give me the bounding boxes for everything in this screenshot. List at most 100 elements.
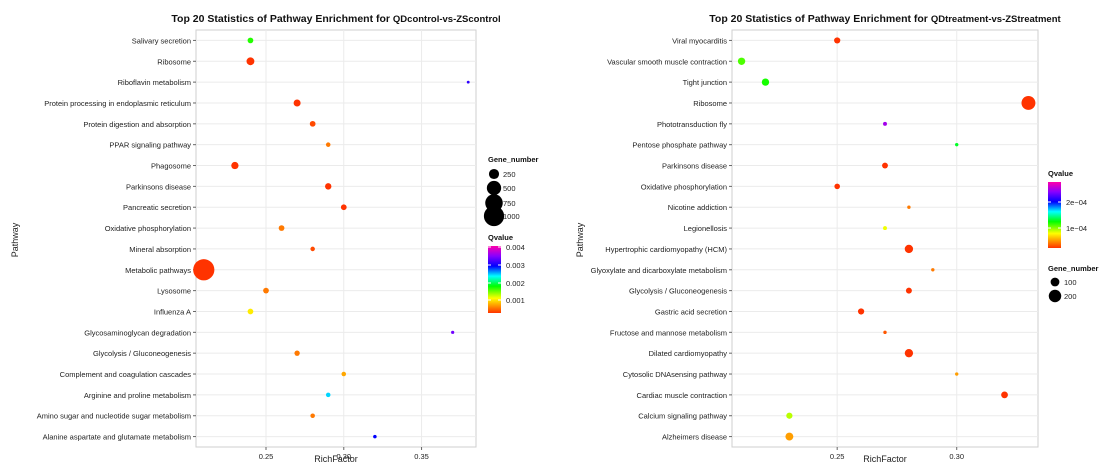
x-axis-label: RichFactor [314,454,358,464]
color-legend-label: 0.003 [506,261,525,270]
data-point [883,330,887,335]
size-legend-dot [1050,277,1060,287]
y-tick-label: PPAR signaling pathway [109,141,191,150]
data-point [294,350,300,356]
color-legend-title: Qvalue [1048,169,1073,178]
color-legend-label: 1e−04 [1066,224,1087,233]
x-tick-label: 0.30 [336,452,351,461]
data-point [883,121,887,126]
y-tick-label: Metabolic pathways [125,266,191,275]
data-point [451,330,455,334]
y-tick-label: Arginine and proline metabolism [84,391,191,400]
data-point [834,183,840,190]
data-point [1001,391,1008,399]
data-point [340,204,347,211]
y-tick-label: Nicotine addiction [668,203,727,212]
data-point [325,183,332,190]
y-tick-label: Gastric acid secretion [655,307,727,316]
y-tick-label: Cardiac muscle contraction [637,391,727,400]
data-point [905,287,912,294]
y-tick-label: Alanine aspartate and glutamate metaboli… [43,433,191,442]
y-tick-label: Mineral absorption [129,245,191,254]
color-legend-bar [488,246,501,313]
plot-area [731,29,1039,448]
data-point [882,162,888,169]
color-legend-title: Qvalue [488,233,513,242]
y-tick-label: Riboflavin metabolism [118,78,191,87]
y-tick-label: Pentose phosphate pathway [632,141,727,150]
data-point [955,142,959,147]
data-point [931,268,935,272]
size-legend-label: 500 [503,184,516,193]
y-tick-label: Pancreatic secretion [123,203,191,212]
data-point [883,226,887,231]
plot-area [195,29,477,448]
data-point [373,434,377,439]
chart-title: Top 20 Statistics of Pathway Enrichment … [709,13,1061,25]
y-tick-label: Amino sugar and nucleotide sugar metabol… [37,412,191,421]
color-legend-label: 2e−04 [1066,198,1087,207]
y-tick-label: Calcium signaling pathway [638,412,727,421]
color-legend-bar [1048,182,1061,248]
y-tick-label: Vascular smooth muscle contraction [607,57,727,66]
y-tick-label: Salivary secretion [132,36,191,45]
y-tick-label: Influenza A [154,307,191,316]
y-tick-label: Parkinsons disease [662,162,727,171]
x-tick-label: 0.25 [830,452,845,461]
y-tick-label: Dilated cardiomyopathy [649,349,728,358]
data-point [857,308,865,315]
data-point [834,37,841,44]
size-legend-label: 200 [1064,292,1077,301]
data-point [310,246,315,252]
data-point [761,78,770,86]
y-tick-label: Fructose and mannose metabolism [610,328,727,337]
data-point [341,371,347,377]
size-legend-title: Gene_number [488,155,539,164]
x-tick-label: 0.35 [414,452,429,461]
color-legend-label: 0.002 [506,279,525,288]
data-point [325,142,331,147]
y-tick-label: Ribosome [693,99,727,108]
data-point [247,308,254,315]
y-tick-label: Legionellosis [684,224,728,233]
y-tick-label: Parkinsons disease [126,182,191,191]
y-tick-label: Phagosome [151,162,191,171]
chart-title-prefix: Top 20 Statistics of Pathway Enrichment … [709,13,931,25]
size-legend-dot [488,168,500,180]
data-point [785,432,794,441]
y-tick-label: Alzheimers disease [662,433,727,442]
data-point [737,57,746,65]
y-tick-label: Phototransduction fly [657,120,727,129]
data-point [907,205,911,209]
size-legend-label: 750 [503,199,516,208]
y-tick-label: Glyoxylate and dicarboxylate metabolism [591,266,727,275]
size-legend-dot [1048,289,1062,303]
data-point [310,413,315,418]
data-point [955,372,959,376]
data-point [263,287,269,294]
y-tick-label: Cytosolic DNAsensing pathway [623,370,727,379]
data-point [193,259,215,281]
data-point [247,37,254,44]
y-tick-label: Oxidative phosphorylation [105,224,191,233]
data-point [466,80,470,84]
y-tick-label: Protein processing in endoplasmic reticu… [44,99,191,108]
y-tick-label: Complement and coagulation cascades [60,370,192,379]
data-point [904,349,914,358]
chart-title-comparison: QDcontrol-vs-ZScontrol [393,14,501,25]
y-tick-label: Glycolysis / Gluconeogenesis [93,349,191,358]
data-point [309,120,316,127]
chart-title: Top 20 Statistics of Pathway Enrichment … [171,13,500,25]
chart-panel-1: Top 20 Statistics of Pathway Enrichment … [10,13,539,464]
data-point [246,57,255,66]
chart-panel-2: Top 20 Statistics of Pathway Enrichment … [575,13,1099,464]
chart-title-comparison: QDtreatment-vs-ZStreatment [931,14,1062,25]
size-legend-label: 250 [503,170,516,179]
color-legend-label: 0.004 [506,243,525,252]
y-axis-label: Pathway [575,222,585,257]
data-point [325,392,331,398]
data-point [904,244,914,254]
y-tick-label: Tight junction [683,78,727,87]
chart-title-prefix: Top 20 Statistics of Pathway Enrichment … [171,13,393,25]
